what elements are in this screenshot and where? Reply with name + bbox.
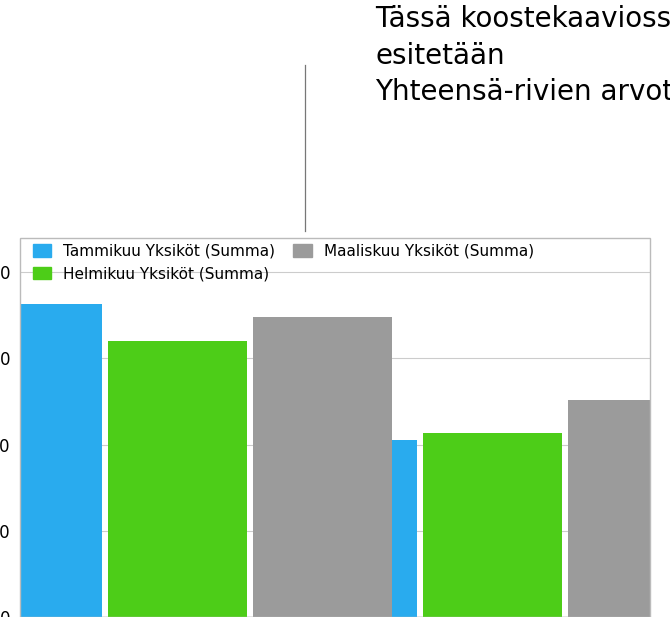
Bar — [0, 304, 102, 617]
Bar — [20, 238, 650, 617]
Legend: Tammikuu Yksiköt (Summa), Helmikuu Yksiköt (Summa), Maaliskuu Yksiköt (Summa): Tammikuu Yksiköt (Summa), Helmikuu Yksik… — [26, 238, 540, 288]
Text: Tässä koostekaaviossa
esitetään
Yhteensä-rivien arvot.: Tässä koostekaaviossa esitetään Yhteensä… — [375, 5, 670, 106]
Bar — [568, 400, 670, 617]
Bar — [253, 317, 392, 617]
Bar — [278, 440, 417, 617]
Bar — [423, 433, 561, 617]
Bar — [109, 341, 247, 617]
